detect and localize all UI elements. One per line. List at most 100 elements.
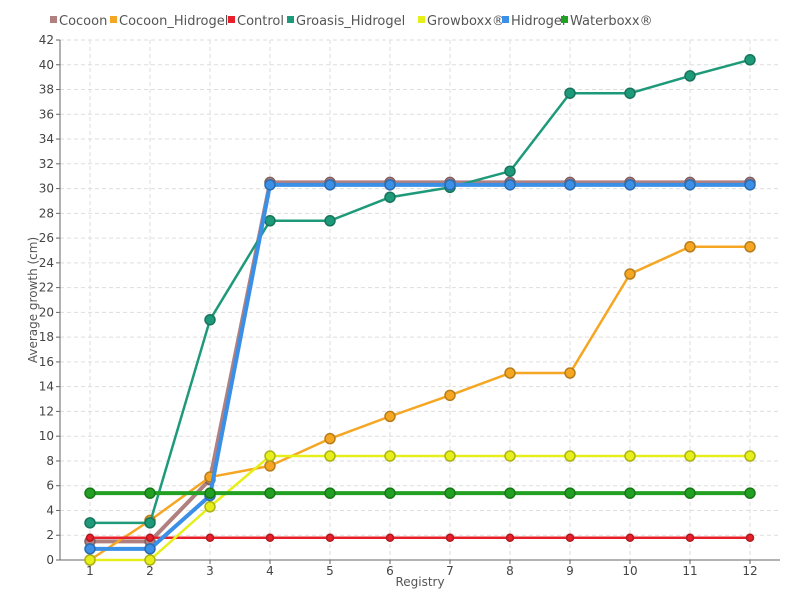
data-point bbox=[144, 487, 156, 499]
legend-label: Control bbox=[237, 14, 284, 29]
data-point bbox=[85, 533, 95, 542]
x-axis-label: Registry bbox=[395, 575, 444, 589]
data-point bbox=[744, 487, 756, 499]
data-point bbox=[684, 450, 696, 462]
data-point bbox=[324, 215, 336, 227]
x-tick-label: 9 bbox=[566, 564, 574, 578]
x-tick-label: 5 bbox=[326, 564, 334, 578]
data-point bbox=[624, 487, 636, 499]
data-point bbox=[144, 517, 156, 529]
data-point bbox=[264, 487, 276, 499]
data-point bbox=[84, 517, 96, 529]
y-tick-label: 2 bbox=[46, 528, 54, 542]
y-tick-label: 12 bbox=[39, 404, 54, 418]
y-tick-label: 0 bbox=[46, 553, 54, 567]
data-point bbox=[264, 179, 276, 191]
data-point bbox=[744, 450, 756, 462]
data-point bbox=[684, 241, 696, 253]
y-tick-label: 34 bbox=[39, 132, 54, 146]
legend-item: Hidrogel bbox=[502, 14, 566, 29]
y-tick-label: 42 bbox=[39, 33, 54, 47]
data-point bbox=[84, 554, 96, 566]
data-point bbox=[684, 179, 696, 191]
y-tick-label: 28 bbox=[39, 206, 54, 220]
data-point bbox=[145, 533, 155, 542]
data-point bbox=[384, 450, 396, 462]
data-point bbox=[504, 179, 516, 191]
legend-item: Cocoon bbox=[50, 14, 107, 29]
data-point bbox=[504, 450, 516, 462]
data-point bbox=[444, 450, 456, 462]
data-point bbox=[624, 87, 636, 99]
data-point bbox=[684, 70, 696, 82]
series-line-cocoon bbox=[90, 180, 750, 544]
series-line-hidrogel bbox=[90, 182, 750, 551]
legend-item: Growboxx® bbox=[418, 14, 505, 29]
data-point bbox=[84, 487, 96, 499]
data-point bbox=[564, 450, 576, 462]
series-waterboxx bbox=[84, 487, 756, 499]
data-point bbox=[264, 450, 276, 462]
y-tick-label: 30 bbox=[39, 182, 54, 196]
y-tick-label: 6 bbox=[46, 479, 54, 493]
legend-item: Waterboxx® bbox=[561, 14, 653, 29]
series-hidrogel bbox=[84, 179, 756, 555]
data-point bbox=[204, 487, 216, 499]
legend-label: Hidrogel bbox=[511, 14, 566, 29]
legend-swatch bbox=[228, 16, 235, 23]
legend-swatch bbox=[287, 16, 294, 23]
y-tick-label: 40 bbox=[39, 58, 54, 72]
x-tick-label: 12 bbox=[742, 564, 757, 578]
legend: Cocoon Cocoon_Hidrogel Control Groasis_Hidr… bbox=[50, 14, 653, 29]
y-tick-label: 4 bbox=[46, 503, 54, 517]
data-point bbox=[444, 487, 456, 499]
data-point bbox=[144, 554, 156, 566]
x-tick-label: 2 bbox=[146, 564, 154, 578]
series-control bbox=[85, 533, 755, 542]
legend-item: Control bbox=[228, 14, 284, 29]
y-tick-label: 26 bbox=[39, 231, 54, 245]
data-point bbox=[504, 367, 516, 379]
data-point bbox=[264, 460, 276, 472]
legend-label: Cocoon_Hidrogel bbox=[119, 14, 228, 29]
data-point bbox=[264, 215, 276, 227]
legend-swatch bbox=[502, 16, 509, 23]
data-point bbox=[625, 533, 635, 542]
data-point bbox=[324, 450, 336, 462]
y-tick-label: 8 bbox=[46, 454, 54, 468]
legend-swatch bbox=[418, 16, 425, 23]
data-point bbox=[384, 179, 396, 191]
legend-label: Cocoon bbox=[59, 14, 107, 29]
legend-label: Waterboxx® bbox=[570, 14, 653, 29]
data-point bbox=[744, 54, 756, 66]
series-lines bbox=[84, 54, 756, 566]
data-point bbox=[624, 450, 636, 462]
y-axis-label: Average growth (cm) bbox=[26, 237, 40, 363]
y-tick-label: 22 bbox=[39, 281, 54, 295]
data-point bbox=[624, 179, 636, 191]
series-line-groasis-hidrogel bbox=[90, 58, 751, 525]
data-point bbox=[684, 487, 696, 499]
legend-label: Groasis_Hidrogel bbox=[296, 14, 405, 29]
data-point bbox=[385, 533, 395, 542]
data-point bbox=[84, 543, 96, 555]
data-point bbox=[504, 487, 516, 499]
data-point bbox=[204, 501, 216, 513]
series-line-growboxx bbox=[90, 454, 750, 562]
data-point bbox=[324, 487, 336, 499]
data-point bbox=[505, 533, 515, 542]
data-point bbox=[324, 179, 336, 191]
data-point bbox=[384, 191, 396, 203]
x-tick-label: 3 bbox=[206, 564, 214, 578]
x-tick-label: 6 bbox=[386, 564, 394, 578]
data-point bbox=[384, 410, 396, 423]
y-tick-label: 10 bbox=[39, 429, 54, 443]
series-groasis-hidrogel bbox=[84, 54, 756, 529]
grid bbox=[60, 39, 780, 560]
data-point bbox=[744, 179, 756, 191]
legend-swatch bbox=[110, 16, 117, 23]
data-point bbox=[205, 533, 215, 542]
legend-label: Growboxx® bbox=[427, 14, 505, 29]
y-tick-label: 14 bbox=[39, 380, 54, 394]
data-point bbox=[444, 179, 456, 191]
